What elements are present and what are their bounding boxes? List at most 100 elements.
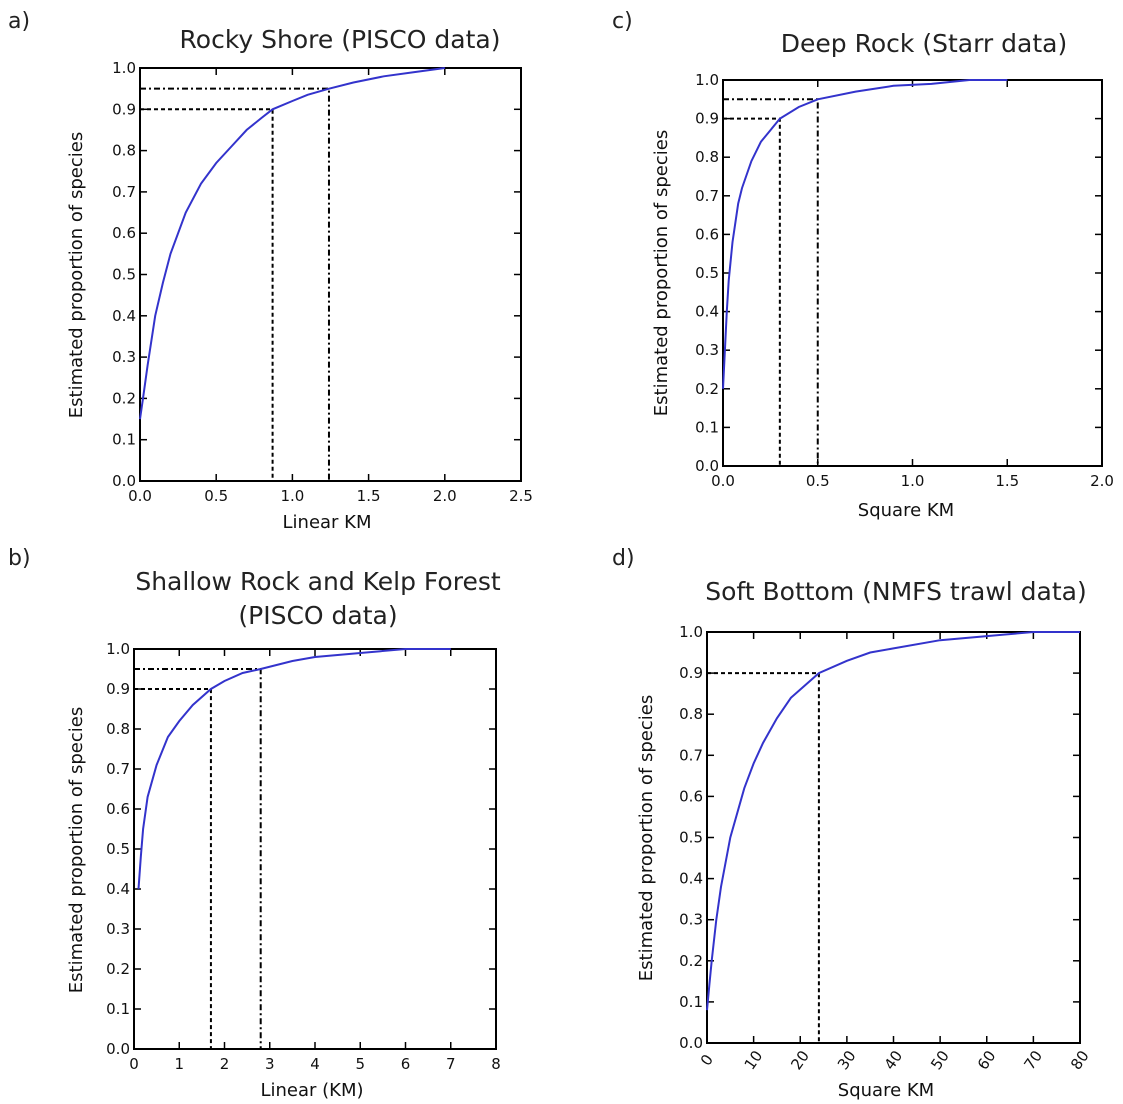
- x-tick-label: 2.0: [433, 487, 457, 505]
- x-tick-label: 1.0: [280, 487, 304, 505]
- y-tick-label: 0.7: [695, 187, 719, 205]
- panel-tag: a): [8, 9, 30, 34]
- x-axis-label: Square KM: [858, 500, 954, 521]
- y-tick-label: 1.0: [679, 623, 703, 641]
- y-tick-label: 0.4: [106, 880, 130, 898]
- x-axis-label: Linear KM: [283, 512, 372, 533]
- x-tick-label: 50: [927, 1047, 953, 1073]
- y-tick-label: 1.0: [112, 59, 136, 77]
- y-tick-label: 0.8: [106, 720, 130, 738]
- reference-line-95pct: [723, 98, 819, 466]
- y-tick-label: 0.4: [695, 303, 719, 321]
- y-tick-label: 0.3: [106, 920, 130, 938]
- y-tick-label: 0.7: [679, 746, 703, 764]
- y-axis-label: Estimated proportion of species: [636, 695, 657, 981]
- x-tick-label: 2.5: [509, 487, 533, 505]
- reference-line-90pct: [707, 672, 820, 1043]
- x-tick-label: 2.0: [1090, 472, 1114, 490]
- panel-rocky-shore: a) Rocky Shore (PISCO data) Linear KM Es…: [8, 9, 533, 533]
- y-tick-label: 0.4: [679, 870, 703, 888]
- y-tick-label: 0.9: [112, 100, 136, 118]
- y-tick-label: 0.4: [112, 307, 136, 325]
- y-tick-label: 0.1: [106, 1000, 130, 1018]
- accumulation-curve: [722, 79, 1008, 389]
- y-tick-label: 1.0: [106, 640, 130, 658]
- panel-soft-bottom: d) Soft Bottom (NMFS trawl data) Square …: [612, 546, 1093, 1101]
- accumulation-curve: [706, 631, 1080, 1011]
- y-axis-label: Estimated proportion of species: [66, 132, 87, 418]
- y-tick-label: 0.6: [106, 800, 130, 818]
- y-tick-label: 0.9: [695, 110, 719, 128]
- accumulation-curve: [137, 648, 451, 890]
- x-tick-label: 1.5: [995, 472, 1019, 490]
- y-tick-label: 0.2: [679, 952, 703, 970]
- panel-deep-rock: c) Deep Rock (Starr data) Square KM Esti…: [612, 9, 1114, 521]
- x-tick-label: 8: [491, 1055, 501, 1073]
- y-tick-label: 0.8: [695, 148, 719, 166]
- panel-tag: b): [8, 546, 31, 571]
- y-tick-label: 0.6: [679, 787, 703, 805]
- x-tick-label: 40: [881, 1047, 907, 1073]
- y-tick-label: 0.0: [679, 1034, 703, 1052]
- x-tick-label: 6: [401, 1055, 411, 1073]
- y-tick-label: 0.1: [112, 431, 136, 449]
- x-tick-label: 1.0: [901, 472, 925, 490]
- y-tick-label: 0.5: [679, 829, 703, 847]
- y-tick-label: 0.5: [112, 266, 136, 284]
- x-tick-label: 5: [355, 1055, 365, 1073]
- x-tick-label: 2: [220, 1055, 230, 1073]
- x-axis-label: Linear (KM): [260, 1080, 363, 1101]
- plot-frame: [139, 67, 522, 482]
- reference-line-90pct: [140, 108, 274, 481]
- y-tick-label: 0.6: [695, 225, 719, 243]
- reference-line-95pct: [140, 87, 330, 481]
- plot-frame: [706, 631, 1081, 1044]
- accumulation-curve: [139, 67, 445, 420]
- y-tick-label: 0.1: [695, 418, 719, 436]
- x-tick-label: 4: [310, 1055, 320, 1073]
- plot-area: 0.0 0.1 0.2 0.3 0.4 0.5 0.6 0.7 0.8 0.9 1.0 0 1 2 3 4 5 6…: [106, 640, 501, 1073]
- y-tick-label: 0.9: [679, 664, 703, 682]
- y-tick-label: 0.5: [106, 840, 130, 858]
- reference-line-95pct: [134, 668, 262, 1049]
- x-tick-label: 0.0: [128, 487, 152, 505]
- y-axis-label: Estimated proportion of species: [66, 707, 87, 993]
- y-tick-label: 0.0: [695, 457, 719, 475]
- reference-line-90pct: [134, 688, 212, 1049]
- x-tick-label: 80: [1067, 1047, 1093, 1073]
- y-tick-label: 0.9: [106, 680, 130, 698]
- x-tick-label: 0: [129, 1055, 139, 1073]
- x-tick-label: 7: [446, 1055, 456, 1073]
- y-tick-label: 0.8: [679, 705, 703, 723]
- x-tick-label: 3: [265, 1055, 275, 1073]
- reference-line-90pct: [723, 117, 781, 466]
- y-tick-label: 0.2: [695, 380, 719, 398]
- panel-shallow-rock-kelp: b) Shallow Rock and Kelp Forest (PISCO d…: [8, 546, 501, 1101]
- x-tick-label: 20: [787, 1047, 813, 1073]
- chart-title: Deep Rock (Starr data): [781, 29, 1067, 58]
- y-tick-label: 0.3: [112, 348, 136, 366]
- y-tick-label: 0.5: [695, 264, 719, 282]
- y-tick-label: 0.8: [112, 142, 136, 160]
- plot-area: 0.0 0.1 0.2 0.3 0.4 0.5 0.6 0.7 0.8 0.9 1.0 0.0 0.5 1…: [695, 71, 1114, 490]
- y-tick-label: 0.2: [106, 960, 130, 978]
- x-tick-label: 30: [834, 1047, 860, 1073]
- x-tick-label: 10: [741, 1047, 767, 1073]
- x-tick-label: 0.5: [806, 472, 830, 490]
- chart-title-line-2: (PISCO data): [238, 601, 397, 630]
- y-tick-label: 0.2: [112, 389, 136, 407]
- y-tick-label: 0.0: [112, 472, 136, 490]
- plot-area: 0.0 0.1 0.2 0.3 0.4 0.5 0.6 0.7 0.8 0.9 1.0 0.0 0.5 1…: [112, 59, 533, 505]
- panel-tag: c): [612, 9, 633, 34]
- y-tick-label: 0.7: [112, 183, 136, 201]
- x-tick-label: 0: [697, 1051, 717, 1069]
- x-axis-label: Square KM: [838, 1080, 934, 1101]
- x-tick-label: 70: [1020, 1047, 1046, 1073]
- x-tick-label: 0.0: [711, 472, 735, 490]
- chart-title: Shallow Rock and Kelp Forest: [135, 567, 501, 596]
- y-tick-label: 0.0: [106, 1040, 130, 1058]
- y-tick-label: 0.7: [106, 760, 130, 778]
- y-tick-label: 0.6: [112, 224, 136, 242]
- x-tick-label: 60: [974, 1047, 1000, 1073]
